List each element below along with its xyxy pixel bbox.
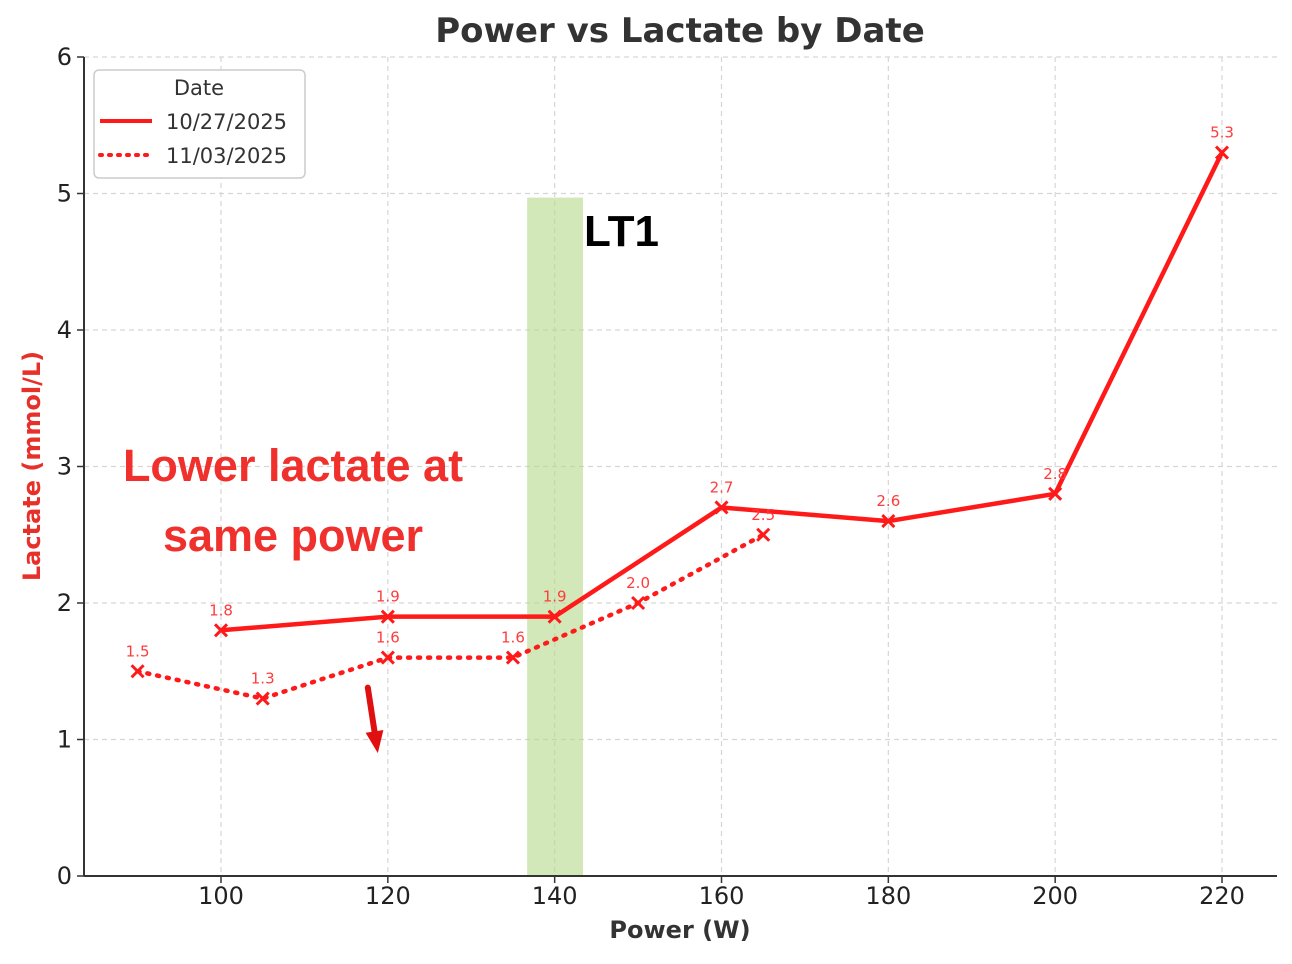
data-label: 2.8 (1043, 465, 1067, 483)
x-axis-label: Power (W) (609, 916, 750, 944)
data-labels: 1.8 1.9 1.9 2.7 2.6 2.8 5.3 1.5 1.3 1.6 1.6 2.0 2.5 (126, 124, 1234, 688)
note-line-1: Lower lactate at (123, 440, 463, 491)
x-tick-label: 100 (198, 882, 244, 910)
series-1-point (881, 514, 896, 529)
data-label: 1.8 (209, 601, 233, 619)
legend-entry-2: 11/03/2025 (166, 144, 287, 168)
lt1-band (527, 197, 584, 877)
x-tick-label: 140 (532, 882, 578, 910)
point-marker-stroke (714, 500, 729, 515)
lt1-band-layer (527, 197, 584, 877)
lt1-label: LT1 (584, 207, 659, 256)
x-tick-label: 120 (365, 882, 411, 910)
series-1-point (213, 623, 229, 638)
y-tick-label: 5 (57, 180, 72, 208)
data-label: 1.6 (376, 629, 400, 647)
series-1-point (714, 500, 729, 515)
data-label: 2.6 (876, 492, 900, 510)
chart-title: Power vs Lactate by Date (435, 11, 925, 51)
point-marker-stroke (505, 650, 521, 665)
point-marker-stroke (881, 514, 896, 529)
series-2-point (255, 691, 270, 706)
data-label: 1.9 (376, 588, 400, 606)
point-marker-stroke (130, 664, 145, 679)
legend-entry-1: 10/27/2025 (166, 110, 287, 134)
y-tick-label: 0 (57, 862, 72, 890)
point-marker-stroke (380, 650, 395, 665)
point-marker-stroke (547, 609, 562, 624)
series-1-point (380, 609, 395, 624)
data-label: 1.3 (251, 670, 275, 688)
series-2-point (130, 664, 145, 679)
data-label: 1.6 (501, 629, 525, 647)
tick-labels: 100 120 140 160 180 200 220 0 1 2 3 4 5 6 (57, 43, 1245, 910)
data-label: 1.9 (543, 588, 567, 606)
point-marker-stroke (380, 609, 395, 624)
legend-title: Date (174, 76, 224, 100)
point-marker-stroke (255, 691, 270, 706)
annotation-arrow-shaft (364, 684, 378, 735)
y-tick-label: 4 (57, 316, 72, 344)
series-1-point (1214, 145, 1230, 160)
series-2-point (631, 595, 646, 611)
x-tick-label: 180 (865, 882, 911, 910)
series-2-point (380, 650, 395, 665)
point-marker-stroke (756, 527, 771, 542)
data-label: 2.0 (626, 574, 650, 592)
y-tick-label: 1 (57, 726, 72, 754)
annotation-arrow-head (365, 730, 384, 754)
point-marker-stroke (213, 623, 229, 638)
series-line-2 (135, 532, 766, 701)
point-marker-stroke (1048, 486, 1063, 501)
series-layer (130, 145, 1230, 706)
series-2-point (756, 527, 771, 542)
data-label: 5.3 (1210, 124, 1234, 142)
x-tick-label: 200 (1032, 882, 1078, 910)
point-marker-stroke (1214, 145, 1230, 160)
note-line-2: same power (163, 510, 423, 561)
series-1-point (1048, 486, 1063, 501)
y-tick-label: 2 (57, 589, 72, 617)
annotations: LT1 Lower lactate at same power (123, 207, 659, 754)
y-axis-label: Lactate (mmol/L) (18, 351, 46, 581)
series-1-point (547, 609, 562, 624)
data-label: 2.5 (751, 506, 775, 524)
legend-box (93, 69, 306, 179)
y-tick-label: 3 (57, 453, 72, 481)
legend: Date 10/27/2025 11/03/2025 (93, 69, 306, 179)
y-tick-label: 6 (57, 43, 72, 71)
series-2-point (505, 650, 521, 665)
point-marker-stroke (631, 595, 646, 611)
data-label: 1.5 (126, 642, 150, 660)
x-tick-label: 160 (699, 882, 745, 910)
data-label: 2.7 (710, 478, 734, 496)
x-tick-label: 220 (1199, 882, 1245, 910)
gridlines (84, 56, 1277, 877)
